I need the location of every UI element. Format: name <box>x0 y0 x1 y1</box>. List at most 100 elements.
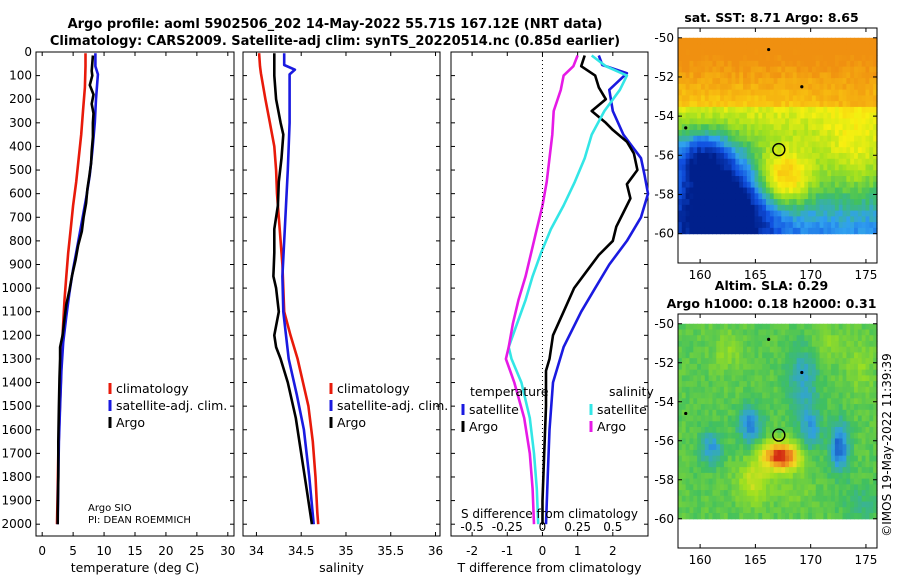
map-cell <box>857 386 863 394</box>
map-cell <box>766 363 771 371</box>
map-cell <box>842 37 847 45</box>
map-cell <box>785 449 790 457</box>
map-cell <box>781 409 786 417</box>
map-cell <box>762 472 767 480</box>
map-cell <box>773 55 779 62</box>
map-cell <box>700 187 706 194</box>
map-cell <box>861 222 867 229</box>
map-cell <box>834 124 840 131</box>
map-cell <box>689 438 694 445</box>
map-cell <box>831 363 836 371</box>
map-cell <box>731 398 737 405</box>
map-cell <box>708 37 714 45</box>
map-cell <box>716 199 721 206</box>
map-cell <box>842 346 847 354</box>
map-cell <box>746 421 752 428</box>
map-cell <box>762 118 767 125</box>
map-cell <box>823 66 828 73</box>
map-cell <box>716 501 721 508</box>
map-cell <box>800 363 805 371</box>
map-cell <box>754 363 759 371</box>
map-cell <box>735 118 740 125</box>
map-cell <box>731 467 737 474</box>
map-cell <box>685 358 691 365</box>
map-cell <box>693 363 698 371</box>
map-cell <box>712 329 717 336</box>
map-cell <box>819 181 825 189</box>
map-cell <box>834 409 840 417</box>
map-cell <box>739 49 744 56</box>
map-cell <box>739 432 744 440</box>
map-cell <box>861 112 867 120</box>
map-cell <box>743 89 748 96</box>
map-cell <box>865 216 870 223</box>
map-cell <box>766 358 771 365</box>
map-cell <box>689 216 694 223</box>
map-cell <box>854 72 859 79</box>
map-cell <box>792 409 798 417</box>
map-cell <box>804 83 809 91</box>
map-cell <box>819 78 825 85</box>
map-cell <box>769 210 775 217</box>
map-cell <box>697 118 702 125</box>
map-cell <box>834 37 840 45</box>
map-cell <box>854 181 859 189</box>
map-cell <box>697 369 702 376</box>
map-cell <box>712 43 717 50</box>
map-cell <box>681 415 687 422</box>
map-cell <box>804 455 809 462</box>
map-cell <box>857 158 863 166</box>
map-cell <box>746 432 752 440</box>
map-cell <box>846 89 851 96</box>
map-cell <box>796 199 802 206</box>
map-cell <box>746 37 752 45</box>
map-cell <box>788 66 794 73</box>
map-cell <box>873 152 878 160</box>
map-cell <box>785 170 790 177</box>
map-cell <box>750 449 756 457</box>
map-cell <box>861 89 867 96</box>
map-cell <box>735 495 740 503</box>
map-cell <box>758 112 763 120</box>
map-cell <box>865 375 870 382</box>
map-cell <box>693 432 698 440</box>
map-cell <box>750 135 756 143</box>
map-cell <box>700 101 706 108</box>
map-cell <box>861 158 867 166</box>
map-cell <box>785 363 790 371</box>
map-cell <box>819 461 825 468</box>
map-cell <box>716 204 721 212</box>
map-cell <box>781 358 786 365</box>
map-cell <box>781 181 786 189</box>
map-cell <box>762 176 767 183</box>
map-cell <box>781 43 786 50</box>
map-cell <box>811 426 817 434</box>
map-cell <box>831 141 836 148</box>
map-cell <box>731 176 737 183</box>
map-cell <box>800 49 805 56</box>
map-cell <box>704 199 710 206</box>
map-cell <box>800 346 805 354</box>
map-cell <box>773 375 779 382</box>
map-cell <box>827 386 832 394</box>
map-cell <box>869 432 874 440</box>
y-tick-label: -52 <box>654 356 674 370</box>
map-cell <box>842 135 847 143</box>
map-cell <box>819 135 825 143</box>
map-cell <box>792 141 798 148</box>
map-cell <box>865 449 870 457</box>
map-cell <box>766 455 771 462</box>
map-cell <box>854 66 859 73</box>
map-cell <box>712 398 717 405</box>
map-cell <box>857 49 863 56</box>
map-cell <box>819 118 825 125</box>
map-cell <box>865 193 870 200</box>
map-cell <box>693 187 698 194</box>
map-cell <box>796 129 802 137</box>
map-cell <box>850 352 855 359</box>
map-cell <box>773 369 779 376</box>
y-tick-label: 700 <box>9 210 32 224</box>
map-cell <box>723 193 729 200</box>
map-cell <box>846 432 851 440</box>
map-cell <box>800 181 805 189</box>
